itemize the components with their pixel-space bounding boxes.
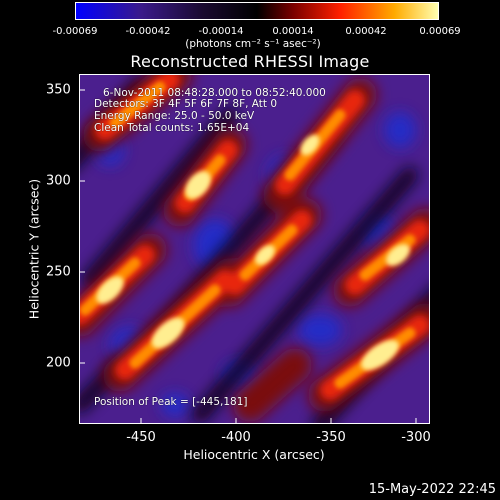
y-tick-label: 300 (46, 173, 71, 189)
y-tick-label: 250 (46, 264, 71, 280)
colorbar-tick-label: -0.00042 (125, 26, 171, 37)
plot-datestamp: 15-May-2022 22:45 (368, 482, 496, 497)
x-tick-label: -300 (401, 430, 431, 445)
y-tick-label: 350 (46, 82, 71, 98)
x-axis-label: Heliocentric X (arcsec) (183, 447, 325, 462)
colorbar-tick-label: 0.00069 (419, 26, 461, 37)
x-tick-label: -350 (316, 430, 346, 445)
detectors-text: Detectors: 3F 4F 5F 6F 7F 8F, Att 0 (94, 98, 278, 110)
colorbar-tick-label: -0.00014 (198, 26, 244, 37)
image-title: Reconstructed RHESSI Image (130, 52, 370, 71)
colorbar-tick-label: -0.00069 (52, 26, 98, 37)
method-counts-text: Clean Total counts: 1.65E+04 (94, 122, 250, 134)
y-axis-label: Heliocentric Y (arcsec) (26, 178, 42, 320)
peak-position-text: Position of Peak = [-445,181] (94, 396, 248, 408)
rhessi-image (79, 74, 430, 424)
energy-range-text: Energy Range: 25.0 - 50.0 keV (94, 110, 255, 122)
colorbar-tick-label: 0.00042 (345, 26, 387, 37)
x-tick-label: -400 (221, 430, 251, 445)
time-range-text: 6-Nov-2011 08:48:28.000 to 08:52:40.000 (103, 87, 326, 99)
y-tick-label: 200 (46, 355, 71, 371)
colorbar (75, 2, 439, 20)
x-tick-label: -450 (126, 430, 156, 445)
colorbar-unit-label: (photons cm⁻² s⁻¹ asec⁻²) (185, 38, 321, 50)
colorbar-tick-label: 0.00014 (272, 26, 314, 37)
rhessi-map-svg (80, 75, 429, 423)
